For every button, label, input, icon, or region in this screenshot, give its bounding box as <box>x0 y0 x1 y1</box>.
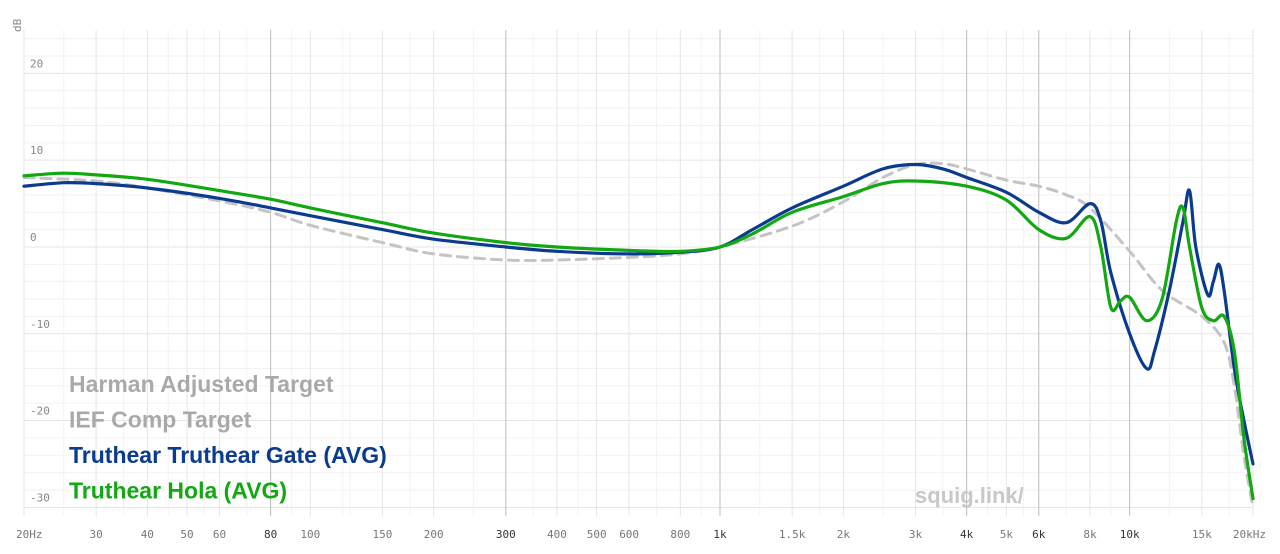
x-tick-label: 3k <box>909 528 923 541</box>
watermark: squig.link/ <box>915 483 1024 508</box>
y-tick-label: 10 <box>30 144 43 157</box>
y-tick-label: 20 <box>30 57 43 70</box>
legend[interactable]: Harman Adjusted Target IEF Comp Target Tru… <box>69 371 387 504</box>
x-tick-label: 100 <box>300 528 320 541</box>
x-tick-label: 4k <box>960 528 974 541</box>
legend-item[interactable]: Harman Adjusted Target <box>69 371 334 397</box>
x-tick-label: 20Hz <box>16 528 43 541</box>
x-tick-label: 30 <box>90 528 103 541</box>
grid <box>23 30 1254 516</box>
x-tick-label: 40 <box>141 528 154 541</box>
x-tick-label: 1k <box>713 528 727 541</box>
legend-item[interactable]: Truthear Hola (AVG) <box>69 478 287 504</box>
y-tick-label: 0 <box>30 231 37 244</box>
y-tick-label: -10 <box>30 318 50 331</box>
series <box>22 161 1255 509</box>
x-tick-label: 50 <box>180 528 193 541</box>
y-axis-label: dB <box>11 18 24 32</box>
x-tick-label: 400 <box>547 528 567 541</box>
x-tick-label: 10k <box>1120 528 1140 541</box>
x-tick-label: 2k <box>837 528 851 541</box>
x-tick-label: 800 <box>670 528 690 541</box>
x-axis: 20Hz 30 40 50 60 80 100 150 200 300 400 500 600 800 1k… <box>16 528 1266 541</box>
x-tick-label: 60 <box>213 528 226 541</box>
x-tick-label: 6k <box>1032 528 1046 541</box>
x-tick-label: 15k <box>1192 528 1212 541</box>
x-tick-label: 8k <box>1083 528 1097 541</box>
y-tick-label: -20 <box>30 405 50 418</box>
legend-item[interactable]: Truthear Truthear Gate (AVG) <box>69 442 387 468</box>
y-axis: 20 10 0 -10 -20 -30 dB <box>11 18 50 504</box>
series-line <box>22 171 1255 501</box>
y-tick-label: -30 <box>30 491 50 504</box>
legend-item[interactable]: IEF Comp Target <box>69 407 252 433</box>
x-tick-label: 300 <box>496 528 516 541</box>
series-line <box>22 162 1255 466</box>
x-tick-label: 1.5k <box>779 528 806 541</box>
x-tick-label: 200 <box>424 528 444 541</box>
x-tick-label: 5k <box>1000 528 1014 541</box>
x-tick-label: 150 <box>373 528 393 541</box>
x-tick-label: 500 <box>587 528 607 541</box>
x-tick-label: 80 <box>264 528 277 541</box>
x-tick-label: 20kHz <box>1233 528 1266 541</box>
x-tick-label: 600 <box>619 528 639 541</box>
